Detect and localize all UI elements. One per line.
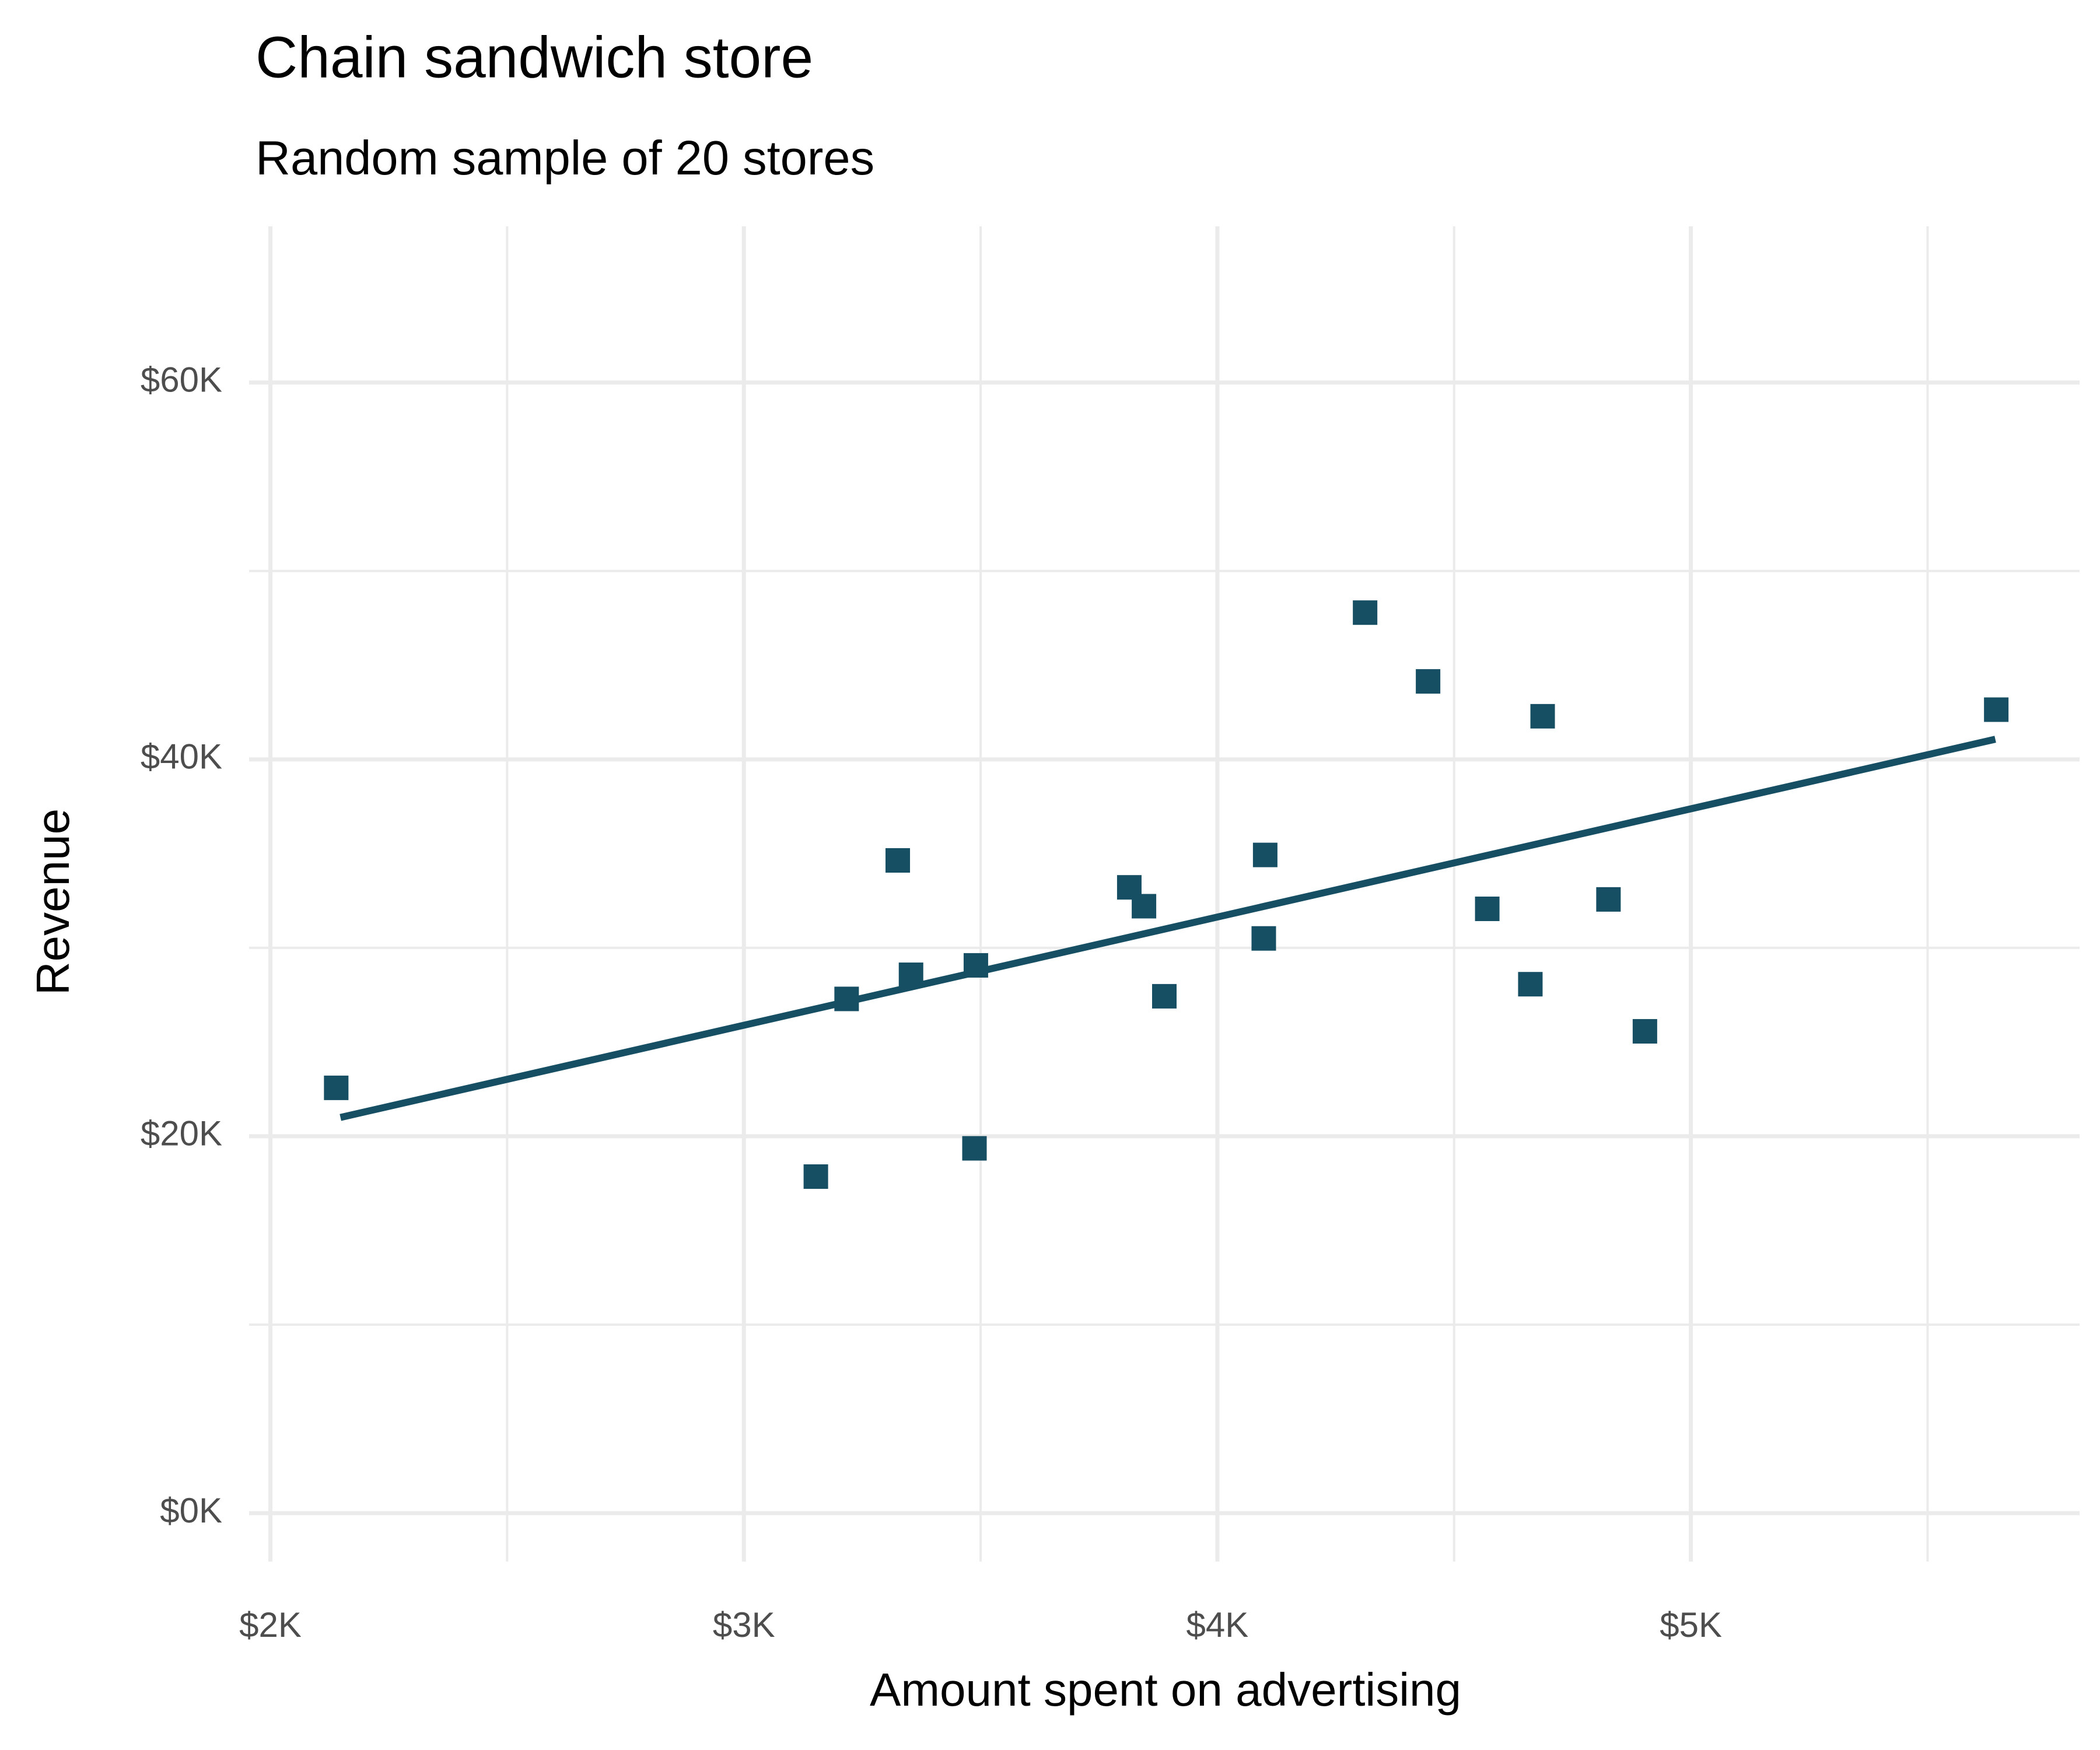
point — [1632, 1019, 1657, 1044]
point — [834, 986, 859, 1012]
point — [1518, 972, 1543, 997]
x-axis-title: Amount spent on advertising — [870, 1664, 1461, 1716]
point — [1353, 600, 1378, 625]
y-tick-label: $60K — [141, 360, 222, 400]
point — [1596, 887, 1621, 912]
x-tick-label: $3K — [713, 1605, 775, 1644]
point — [898, 963, 923, 988]
trend-line — [340, 736, 1996, 1121]
y-tick-label: $20K — [141, 1114, 222, 1153]
y-tick-label: $40K — [141, 737, 222, 776]
point — [1251, 926, 1276, 951]
point — [1252, 842, 1278, 867]
point — [963, 953, 988, 978]
chart-subtitle: Random sample of 20 stores — [256, 131, 874, 185]
x-tick-label: $2K — [239, 1605, 302, 1644]
point — [1132, 894, 1157, 919]
point — [886, 848, 911, 873]
y-axis-title: Revenue — [27, 808, 79, 995]
point — [1475, 897, 1500, 922]
point — [1416, 669, 1441, 694]
x-tick-label: $4K — [1186, 1605, 1249, 1644]
point — [1152, 984, 1177, 1009]
chart-title: Chain sandwich store — [256, 24, 813, 90]
point — [962, 1136, 987, 1161]
x-tick-label: $5K — [1660, 1605, 1722, 1644]
point — [1530, 704, 1555, 729]
point — [803, 1164, 828, 1189]
point — [324, 1075, 349, 1100]
y-tick-label: $0K — [160, 1491, 222, 1530]
point — [1984, 697, 2009, 722]
